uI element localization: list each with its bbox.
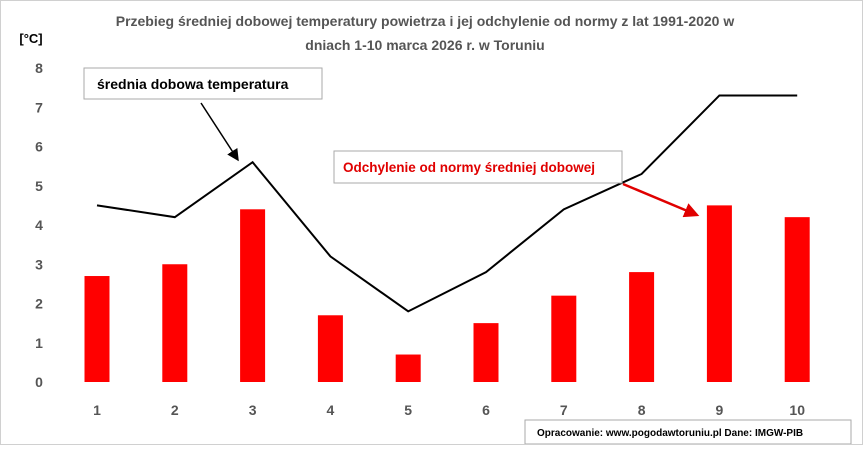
line-label: średnia dobowa temperatura (97, 76, 289, 92)
x-tick-label: 1 (93, 402, 101, 418)
y-tick-label: 7 (35, 99, 43, 115)
x-tick-label: 10 (789, 402, 805, 418)
bar (785, 217, 810, 382)
line-label-arrow (201, 103, 238, 160)
y-tick-label: 2 (35, 296, 43, 312)
x-tick-label: 2 (171, 402, 179, 418)
bar (551, 296, 576, 382)
y-tick-label: 6 (35, 139, 43, 155)
y-tick-label: 3 (35, 256, 43, 272)
x-tick-label: 4 (327, 402, 335, 418)
temperature-line (97, 95, 797, 311)
source-text: Opracowanie: www.pogodawtoruniu.pl Dane:… (537, 428, 803, 439)
y-tick-label: 1 (35, 335, 43, 351)
x-tick-label: 3 (249, 402, 257, 418)
bar (474, 323, 499, 382)
y-axis-unit: [°C] (19, 31, 42, 46)
bar (240, 209, 265, 382)
x-tick-label: 6 (482, 402, 490, 418)
x-tick-label: 5 (404, 402, 412, 418)
chart-title-line1: Przebieg średniej dobowej temperatury po… (116, 13, 735, 29)
x-tick-label: 8 (638, 402, 646, 418)
bar (162, 264, 187, 382)
y-tick-label: 4 (35, 217, 43, 233)
bar-label-arrow (623, 184, 697, 215)
bar (85, 276, 110, 382)
bar (318, 315, 343, 382)
x-tick-label: 9 (716, 402, 724, 418)
y-tick-label: 5 (35, 178, 43, 194)
bar (629, 272, 654, 382)
x-tick-label: 7 (560, 402, 568, 418)
y-tick-label: 8 (35, 60, 43, 76)
bar (707, 205, 732, 382)
chart-title-line2: dniach 1-10 marca 2026 r. w Toruniu (305, 37, 544, 53)
y-tick-label: 0 (35, 374, 43, 390)
bar (396, 355, 421, 382)
bar-label: Odchylenie od normy średniej dobowej (343, 160, 595, 175)
